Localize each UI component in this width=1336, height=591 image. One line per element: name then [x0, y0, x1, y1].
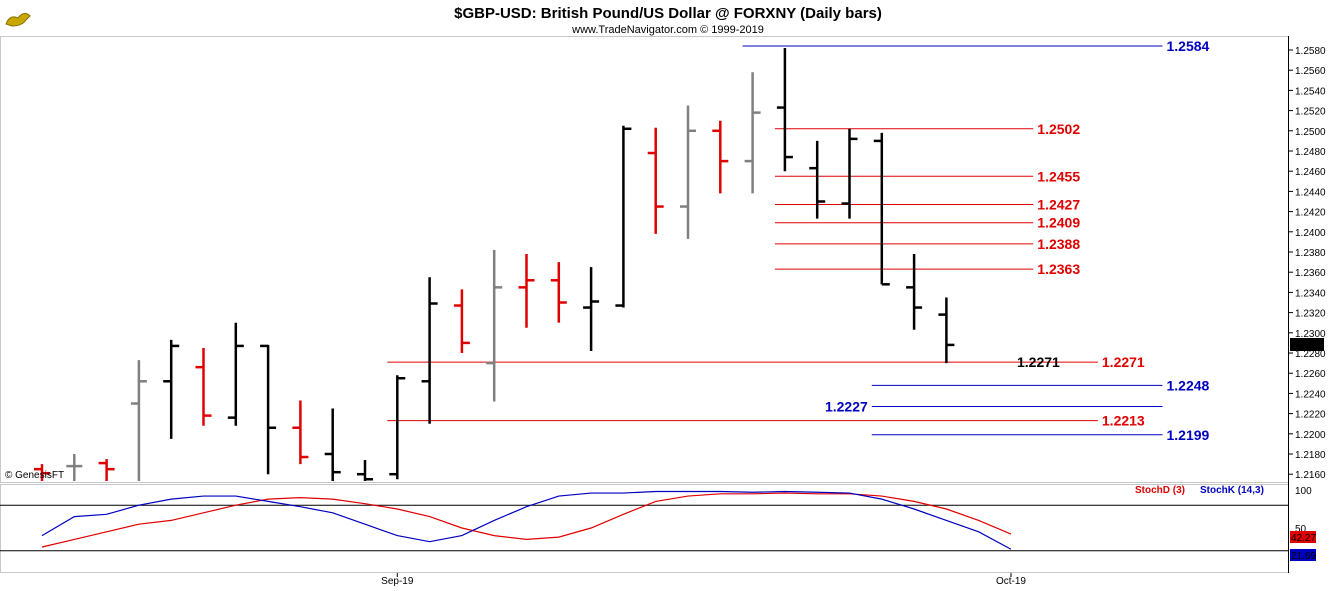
ohlc-bar: [453, 289, 470, 353]
ohlc-bar: [841, 128, 858, 219]
level-label: 1.2409: [1037, 215, 1080, 231]
ohlc-bar: [583, 267, 600, 351]
level-label: 1.2502: [1037, 121, 1080, 137]
last-price-label: 1.2288: [1292, 340, 1323, 351]
y-tick-label: 1.2540: [1295, 86, 1326, 97]
ohlc-bar: [389, 375, 406, 480]
y-tick-label: 1.2400: [1295, 228, 1326, 239]
stoch-series-k: [41, 490, 1012, 550]
y-tick-label: 1.2440: [1295, 187, 1326, 198]
chart-title: $GBP-USD: British Pound/US Dollar @ FORX…: [454, 5, 882, 22]
level-label: 1.2388: [1037, 236, 1080, 252]
y-tick-label: 1.2480: [1295, 147, 1326, 158]
ohlc-bar: [260, 344, 277, 475]
level-label: 1.2213: [1102, 413, 1145, 429]
genie-lamp-logo-icon: [5, 12, 31, 27]
stoch-panel: [0, 484, 1289, 573]
ohlc-bar: [809, 140, 826, 219]
ohlc-bar: [227, 322, 244, 426]
y-tick-label: 1.2500: [1295, 127, 1326, 138]
ohlc-bar: [906, 254, 923, 330]
y-tick-label: 1.2380: [1295, 248, 1326, 259]
stochd-last-label: 42.27: [1291, 533, 1316, 544]
ohlc-bar: [712, 120, 729, 194]
y-tick-label: 1.2200: [1295, 430, 1326, 441]
price-panel: [0, 36, 1289, 483]
level-label: 1.2363: [1037, 261, 1080, 277]
y-tick-label: 1.2580: [1295, 46, 1326, 57]
y-tick-label: 1.2240: [1295, 389, 1326, 400]
y-tick-label: 1.2560: [1295, 66, 1326, 77]
x-tick-label: Sep-19: [381, 576, 414, 587]
ohlc-bar: [34, 464, 50, 481]
stoch-series-d: [41, 492, 1012, 548]
y-tick-label: 1.2420: [1295, 208, 1326, 219]
level-label: 1.2199: [1167, 427, 1210, 443]
ohlc-bar: [163, 339, 180, 439]
level-label: 1.2455: [1037, 168, 1080, 184]
stochd-last-badge: [1290, 531, 1316, 543]
stochk-last-badge: [1290, 549, 1316, 561]
y-tick-label: 1.2220: [1295, 410, 1326, 421]
legend-stochd: StochD (3): [1135, 485, 1185, 496]
ohlc-bar: [292, 400, 309, 465]
ohlc-bar: [938, 297, 955, 364]
legend-stochk: StochK (14,3): [1200, 485, 1264, 496]
level-label: 1.2584: [1167, 38, 1210, 54]
y-tick-label: 1.2260: [1295, 369, 1326, 380]
y-tick-label: 1.2320: [1295, 309, 1326, 320]
ohlc-bar: [744, 72, 761, 194]
y-tick-label: 1.2460: [1295, 167, 1326, 178]
stoch-y-tick-label: 100: [1295, 486, 1312, 497]
ohlc-bar: [421, 277, 438, 424]
x-tick-label: Oct-19: [996, 576, 1026, 587]
y-tick-label: 1.2160: [1295, 470, 1326, 481]
last-price-badge: [1290, 338, 1324, 351]
ohlc-bar: [615, 125, 632, 308]
ohlc-bar: [130, 360, 147, 481]
level-label: 1.2248: [1167, 377, 1210, 393]
annotation-label: 1.2271: [1017, 354, 1060, 370]
ohlc-bar: [680, 105, 696, 239]
stoch-y-tick-label: 50: [1295, 524, 1307, 535]
y-tick-label: 1.2360: [1295, 268, 1326, 279]
level-label: 1.2271: [1102, 354, 1145, 370]
ohlc-bar: [195, 347, 212, 426]
chart-subtitle: www.TradeNavigator.com © 1999-2019: [571, 24, 764, 36]
y-tick-label: 1.2180: [1295, 450, 1326, 461]
ohlc-bar: [873, 132, 890, 286]
ohlc-bar: [66, 454, 83, 481]
ohlc-bar: [486, 249, 503, 402]
watermark: © GenesisFT: [5, 470, 64, 481]
ohlc-bar: [550, 262, 567, 323]
ohlc-bar: [518, 254, 535, 328]
y-tick-label: 1.2340: [1295, 288, 1326, 299]
level-label: 1.2427: [1037, 197, 1080, 213]
y-tick-label: 1.2280: [1295, 349, 1326, 360]
ohlc-bar: [98, 459, 115, 481]
y-tick-label: 1.2300: [1295, 329, 1326, 340]
ohlc-bar: [647, 127, 664, 234]
logo: [4, 6, 32, 30]
level-label: 1.2227: [825, 399, 868, 415]
ohlc-bar: [324, 408, 341, 481]
ohlc-bar: [357, 460, 373, 481]
stochk-last-label: 21.69: [1291, 551, 1316, 562]
y-tick-label: 1.2520: [1295, 107, 1326, 118]
ohlc-bar: [776, 47, 793, 172]
